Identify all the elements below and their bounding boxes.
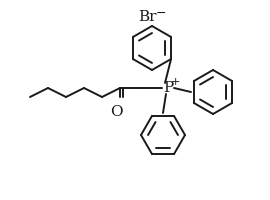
Text: +: + <box>170 77 180 87</box>
Text: O: O <box>110 105 122 119</box>
Text: −: − <box>156 6 167 20</box>
Text: Br: Br <box>138 10 157 24</box>
Text: P: P <box>163 81 173 95</box>
